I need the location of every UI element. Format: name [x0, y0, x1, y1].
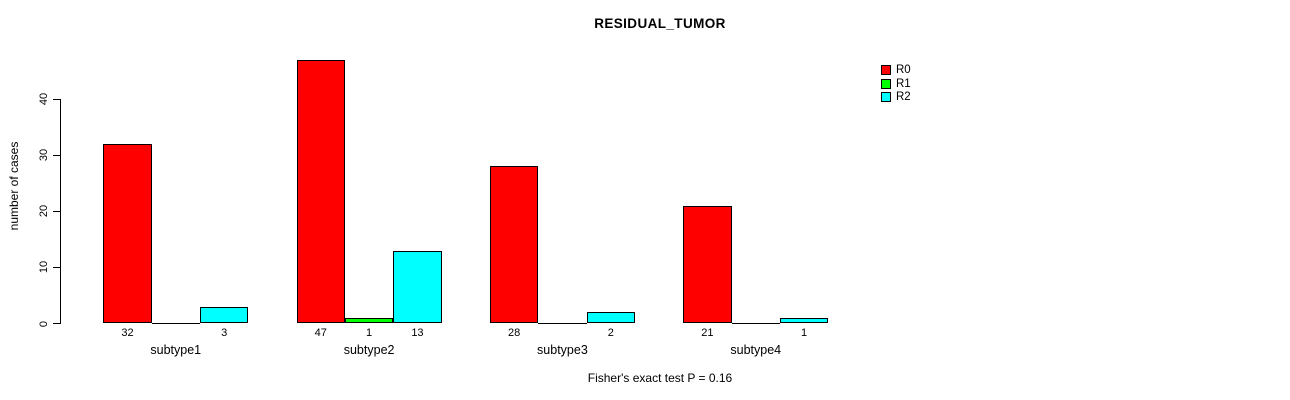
y-tick-label: 40 — [38, 92, 50, 106]
bar-value-label: 28 — [507, 327, 521, 339]
bar-value-label: 47 — [314, 327, 327, 339]
y-tick-label: 30 — [38, 149, 50, 162]
bar-value-label: 3 — [221, 327, 228, 339]
legend-item: R2 — [881, 91, 911, 103]
bar — [779, 317, 829, 324]
y-tick-label: 0 — [38, 320, 50, 327]
legend-item: R1 — [881, 77, 911, 90]
legend-label: R0 — [896, 64, 911, 76]
y-tick — [53, 266, 60, 268]
y-tick — [53, 210, 60, 212]
legend-item: R0 — [881, 64, 911, 76]
bar — [103, 143, 152, 324]
zero-bar — [538, 322, 587, 324]
legend-swatch-icon — [881, 92, 891, 102]
zero-bar — [151, 322, 200, 324]
legend-label: R1 — [896, 77, 911, 90]
bar — [489, 166, 539, 324]
y-axis-line — [60, 99, 61, 324]
y-tick — [53, 98, 60, 100]
zero-bar — [731, 322, 780, 324]
legend-label: R2 — [896, 91, 911, 103]
bar — [393, 250, 442, 324]
bar — [586, 312, 635, 324]
y-tick-label: 20 — [38, 205, 50, 218]
bar — [199, 306, 249, 324]
bar-value-label: 13 — [411, 327, 424, 339]
bar — [683, 205, 732, 324]
bar-value-label: 32 — [121, 327, 134, 339]
bar-value-label: 1 — [366, 327, 373, 339]
bar — [344, 317, 394, 324]
bar — [296, 59, 345, 324]
bar-value-label: 1 — [801, 327, 808, 339]
category-label: subtype2 — [343, 343, 395, 357]
y-tick — [53, 154, 60, 156]
category-label: subtype4 — [730, 343, 782, 357]
y-axis-label: number of cases — [7, 141, 21, 231]
category-label: subtype1 — [150, 343, 202, 357]
legend: R0 R1 R2 — [881, 64, 911, 106]
chart-title: RESIDUAL_TUMOR — [594, 16, 726, 31]
bar-value-label: 21 — [701, 327, 714, 339]
y-tick-label: 10 — [38, 261, 50, 274]
y-tick — [53, 323, 60, 324]
bar-value-label: 2 — [607, 327, 614, 339]
legend-swatch-icon — [881, 78, 891, 89]
legend-swatch-icon — [881, 65, 891, 75]
footnote-text: Fisher's exact test P = 0.16 — [587, 371, 733, 385]
category-label: subtype3 — [537, 343, 588, 357]
